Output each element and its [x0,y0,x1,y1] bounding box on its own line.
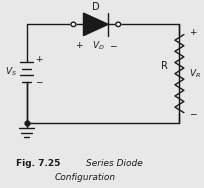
Text: Fig. 7.25: Fig. 7.25 [16,159,61,168]
Text: R: R [161,61,168,71]
Text: $V_D$: $V_D$ [92,39,105,52]
Text: $V_R$: $V_R$ [188,67,201,80]
Text: −: − [188,109,196,118]
Text: +: + [75,41,82,50]
Text: $V_S$: $V_S$ [5,66,17,78]
Text: Configuration: Configuration [55,173,116,182]
Text: −: − [35,77,42,86]
Text: D: D [92,2,100,12]
Polygon shape [83,13,108,36]
Text: +: + [188,28,196,37]
Text: Series Diode: Series Diode [86,159,142,168]
Circle shape [71,22,76,27]
Text: +: + [35,55,42,64]
Text: −: − [109,41,117,50]
Circle shape [116,22,121,27]
